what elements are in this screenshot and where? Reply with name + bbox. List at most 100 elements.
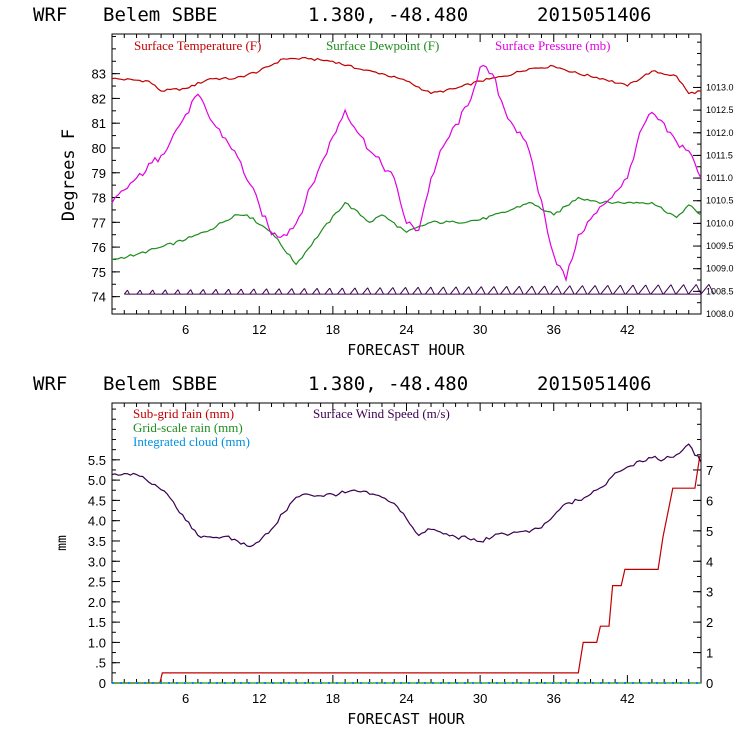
top-y-tick-label: 76: [92, 240, 106, 255]
wind-barb: [600, 285, 609, 295]
wind-barb: [487, 286, 495, 295]
wind-barb-flag: [190, 289, 194, 295]
bottom-legend: Sub-grid rain (mm) Grid-scale rain (mm) …: [133, 406, 450, 449]
top-y2-tick-label: 1012.5: [706, 105, 734, 115]
wind-barb: [412, 286, 419, 295]
wind-barb-flag: [443, 286, 448, 295]
legend-surface-temperature: Surface Temperature (F): [134, 38, 261, 53]
top-y-tick-label: 83: [92, 67, 106, 82]
wind-speed-line: [111, 443, 702, 548]
wind-barb: [136, 289, 141, 295]
wind-barb: [299, 288, 305, 295]
wind-barb-flag: [569, 285, 575, 295]
top-series-lines: [111, 56, 702, 283]
top-x-tick-label: 42: [620, 322, 634, 337]
wind-barb-flag: [544, 285, 550, 295]
wind-barb: [662, 284, 672, 295]
wind-barb: [562, 285, 571, 295]
header-coords: 1.380, -48.480: [308, 4, 468, 26]
top-x-tick-label: 30: [473, 322, 487, 337]
wind-barb-flag: [240, 288, 245, 295]
top-y-tick-label: 78: [92, 191, 106, 206]
top-y2-tick-label: 1010.5: [706, 196, 734, 206]
wind-barb-flag: [202, 289, 207, 295]
bottom-y2-tick-label: 6: [706, 493, 713, 508]
wind-barb-flag: [278, 288, 283, 295]
bottom-y-tick-label: 5.0: [88, 473, 106, 488]
top-plot-frame: [111, 33, 702, 315]
header-coords-2: 1.380, -48.480: [308, 373, 468, 395]
wind-barb-flag: [632, 284, 639, 295]
wind-barb-flag: [657, 284, 664, 295]
top-y-tick-label: 75: [92, 265, 106, 280]
wind-barb-flag: [468, 286, 473, 295]
wind-barb-flag: [607, 285, 613, 295]
wind-barb: [236, 288, 242, 295]
top-y-tick-label: 81: [92, 116, 106, 131]
bottom-chart-header: WRF Belem SBBE 1.380, -48.480 2015051406: [33, 373, 651, 395]
wind-barb: [261, 288, 267, 295]
wind-barb-flag: [582, 285, 588, 295]
top-y-tick-label: 82: [92, 91, 106, 106]
wind-barb-flag: [164, 289, 169, 295]
header-model: WRF: [33, 4, 67, 26]
wind-barb-flag: [215, 289, 219, 295]
top-legend: Surface Temperature (F) Surface Dewpoint…: [134, 38, 611, 53]
top-y-tick-label: 79: [92, 166, 106, 181]
wind-barb: [324, 287, 331, 295]
bottom-y-tick-label: 2.0: [88, 595, 106, 610]
bottom-y2-tick-label: 0: [706, 676, 713, 691]
wind-barb-flag: [177, 289, 181, 295]
bottom-y-tick-label: 3.0: [88, 554, 106, 569]
wind-barb-flag: [480, 286, 486, 295]
wind-barb: [675, 284, 685, 295]
wind-barb: [224, 288, 229, 295]
header-station: Belem SBBE: [103, 4, 217, 26]
top-y2-tick-label: 1009.0: [706, 264, 734, 274]
wind-barb-flag: [329, 287, 334, 295]
wind-barb-flag: [266, 288, 270, 295]
wind-barb-flag: [392, 287, 397, 295]
bottom-x-axis-label: FORECAST HOUR: [347, 710, 465, 728]
wind-barb: [575, 285, 583, 295]
top-x-tick-label: 6: [182, 322, 189, 337]
bottom-y-tick-label: 4.5: [88, 493, 106, 508]
top-x-tick-label: 36: [547, 322, 561, 337]
wind-barb-flag: [228, 288, 232, 295]
wind-barb-flag: [127, 289, 130, 295]
bottom-y2-tick-label: 1: [706, 646, 713, 661]
wind-barb: [500, 286, 508, 295]
wind-barb-flag: [518, 285, 524, 295]
top-y2-tick-label: 1008.5: [706, 286, 734, 296]
wind-barb-flag: [619, 284, 626, 295]
bottom-y-tick-label: 3.5: [88, 534, 106, 549]
legend-wind-speed: Surface Wind Speed (m/s): [313, 406, 450, 421]
bottom-x-tick-label: 12: [252, 691, 266, 706]
wind-barb-flag: [531, 285, 537, 295]
wind-barb: [550, 285, 558, 295]
wind-barb-flag: [455, 286, 461, 295]
wind-barb: [437, 286, 444, 295]
header-model-2: WRF: [33, 373, 67, 395]
top-x-axis-label: FORECAST HOUR: [347, 341, 465, 359]
wind-barb-flag: [341, 287, 346, 295]
top-y2-tick-label: 1012.0: [706, 128, 734, 138]
legend-gridscale-rain: Grid-scale rain (mm): [133, 420, 243, 435]
wind-barb-flag: [354, 287, 359, 295]
bottom-x-tick-label: 30: [473, 691, 487, 706]
wind-barb: [650, 284, 659, 295]
wind-barb: [211, 288, 217, 295]
top-y2-tick-label: 1013.0: [706, 82, 734, 92]
wind-barb-flag: [367, 287, 372, 295]
pressure-line: [111, 64, 702, 283]
wind-barb: [537, 285, 545, 295]
header-station-2: Belem SBBE: [103, 373, 217, 395]
wind-barbs: [123, 283, 715, 295]
wind-barb-flag: [594, 285, 600, 295]
top-y2-tick-label: 1008.0: [706, 309, 734, 319]
top-chart-header: WRF Belem SBBE 1.380, -48.480 2015051406: [33, 4, 651, 26]
header-init-time-2: 2015051406: [537, 373, 651, 395]
wind-barb: [587, 285, 596, 295]
legend-subgrid-rain: Sub-grid rain (mm): [133, 406, 234, 421]
